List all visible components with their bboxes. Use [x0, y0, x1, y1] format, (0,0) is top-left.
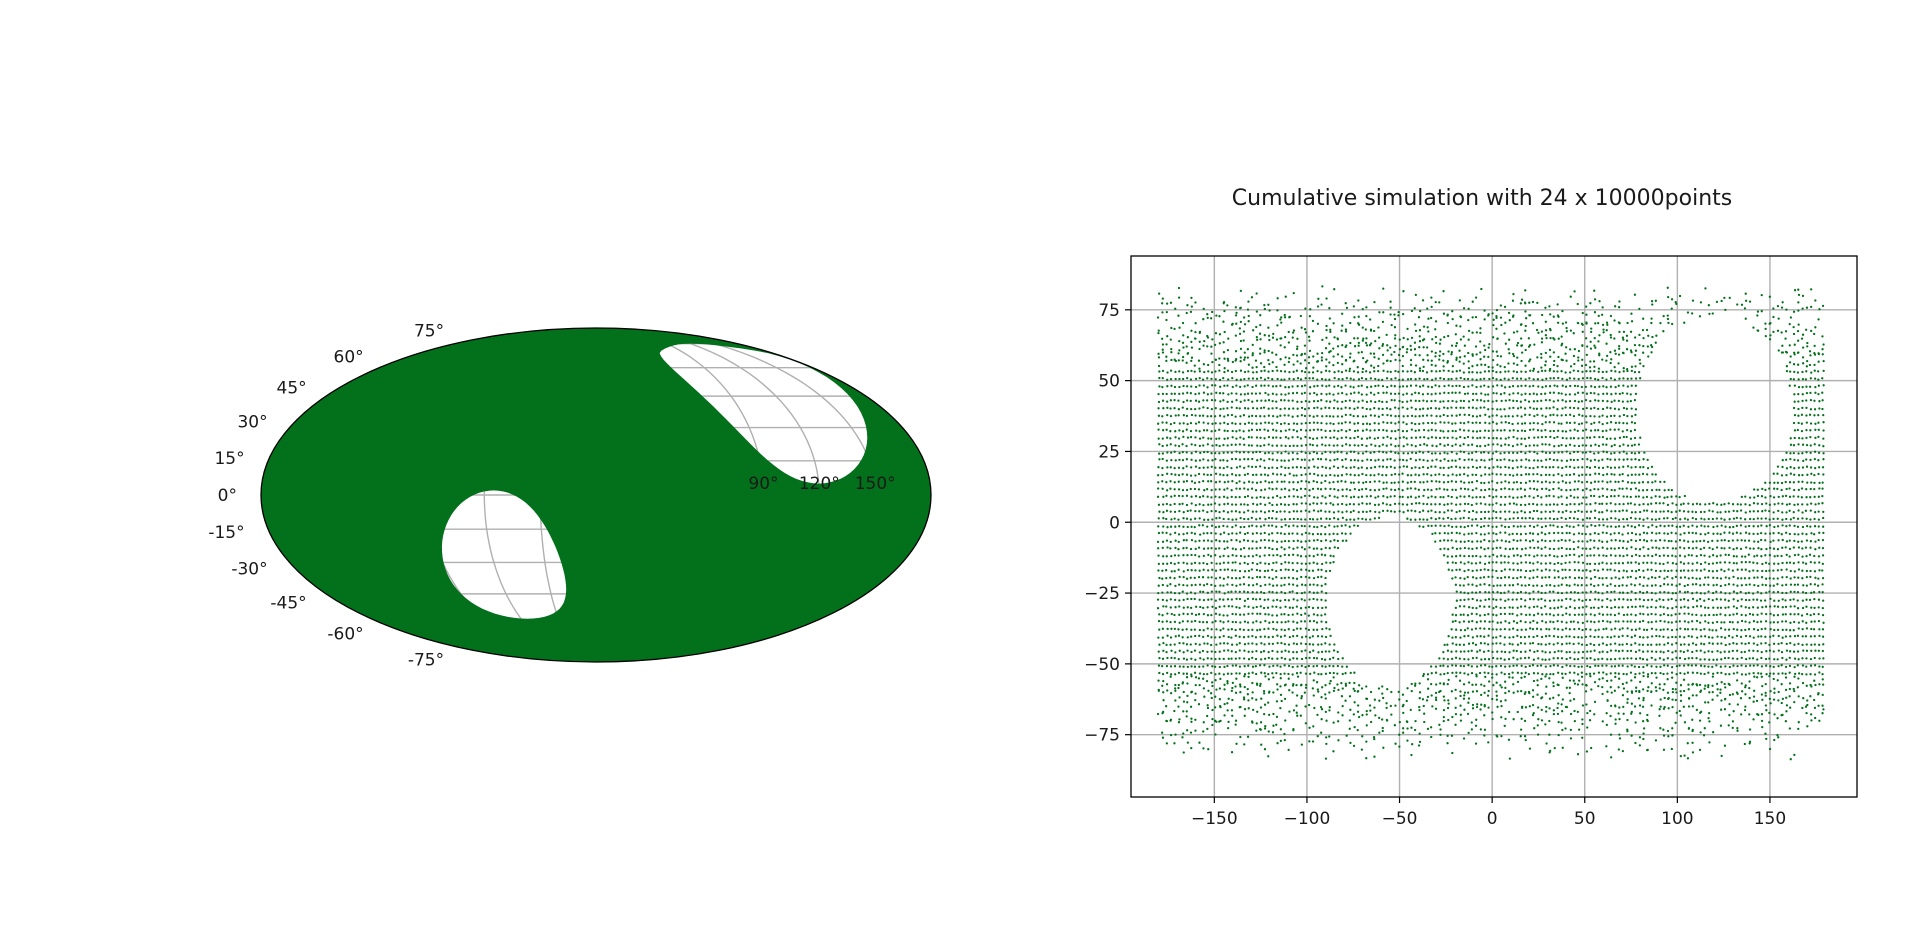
mollweide-lon-labels: 90° 120° 150° [748, 474, 895, 494]
scatter-axes: Cumulative simulation with 24 x 10000poi… [1084, 186, 1858, 829]
x-tick-label: −100 [1284, 809, 1331, 829]
lat-tick-label: 60° [334, 348, 364, 368]
lon-tick-label: 150° [855, 474, 896, 494]
y-tick-label: 25 [1098, 442, 1120, 462]
lat-tick-label: 45° [277, 379, 307, 399]
mollweide-axes: 75° 60° 45° 30° 15° 0° -15° -30°-45° -60° -75° 90… [208, 322, 932, 671]
lat-tick-label: 30° [237, 413, 267, 433]
y-tick-label: −75 [1084, 726, 1120, 746]
scatter-frame [1130, 255, 1858, 798]
lon-tick-label: 120° [799, 474, 840, 494]
lon-tick-label: 90° [748, 474, 778, 494]
lat-tick-label: -30° [231, 559, 267, 579]
mollweide-lat-labels: 75° 60° 45° 30° 15° 0° -15° -30°-45° -60° -75° [208, 322, 444, 671]
scatter-gridlines [1131, 256, 1857, 797]
x-tick-label: 50 [1574, 809, 1596, 829]
lat-tick-label: -75° [408, 650, 444, 670]
chart-title: Cumulative simulation with 24 x 10000poi… [1232, 186, 1732, 211]
lat-tick-label: 15° [214, 449, 244, 469]
x-tick-label: 150 [1754, 809, 1786, 829]
y-tick-label: −50 [1084, 655, 1120, 675]
y-tick-label: 75 [1098, 301, 1120, 321]
y-tick-label: 50 [1098, 372, 1120, 392]
y-axis-ticks: 75 50 25 0 −25 −50 −75 [1084, 301, 1131, 746]
x-tick-label: 0 [1487, 809, 1498, 829]
lat-tick-label: -60° [327, 624, 363, 644]
lat-tick-label: -45° [270, 593, 306, 613]
mollweide-density-fill [261, 328, 931, 662]
y-tick-label: −25 [1084, 584, 1120, 604]
mollweide-boundary [260, 327, 932, 663]
lat-tick-label: -15° [208, 523, 244, 543]
y-tick-label: 0 [1109, 513, 1120, 533]
x-axis-ticks: −150 −100 −50 0 50 100 150 [1191, 797, 1786, 829]
lat-tick-label: 0° [218, 486, 237, 506]
x-tick-label: 100 [1661, 809, 1693, 829]
mollweide-point-fill [261, 328, 931, 662]
x-tick-label: −150 [1191, 809, 1238, 829]
x-tick-label: −50 [1382, 809, 1418, 829]
lat-tick-label: 75° [414, 322, 444, 342]
